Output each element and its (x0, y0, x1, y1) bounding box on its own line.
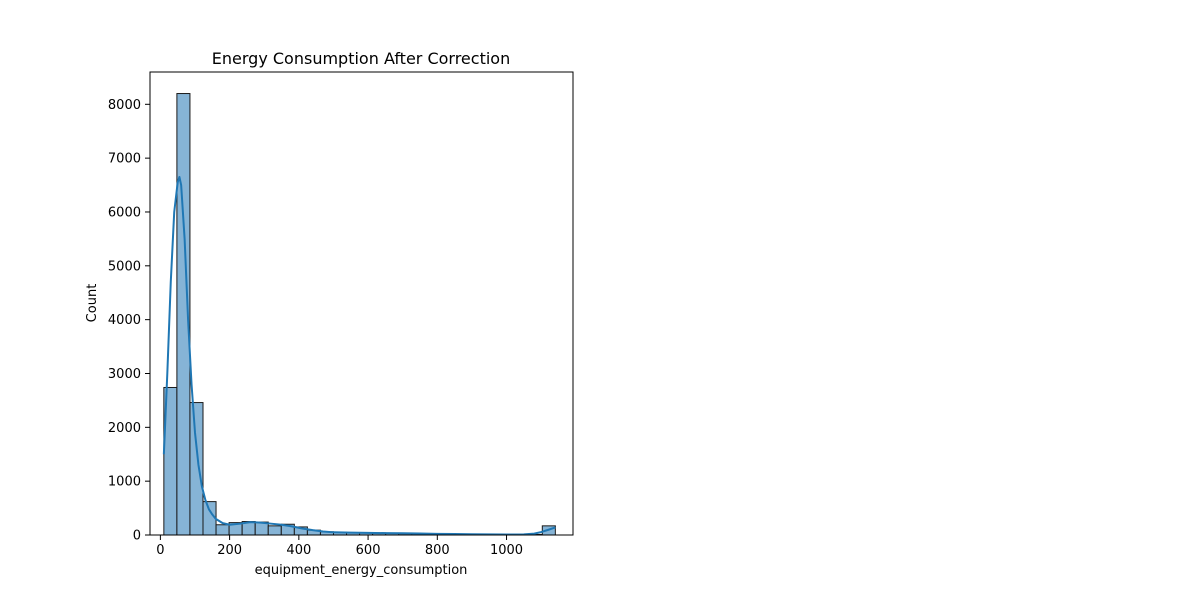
x-tick-label: 1000 (490, 543, 523, 558)
x-axis-label: equipment_energy_consumption (255, 563, 468, 578)
y-tick-label: 6000 (108, 205, 141, 220)
y-tick-label: 5000 (108, 259, 141, 274)
kde-curve (162, 175, 556, 536)
plot-frame (149, 71, 574, 536)
x-tick-label: 200 (217, 543, 242, 558)
histogram-bar (189, 402, 204, 536)
x-tick-label: 400 (286, 543, 311, 558)
x-tick-label: 600 (356, 543, 381, 558)
y-axis-label: Count (85, 284, 100, 323)
y-tick-label: 4000 (108, 313, 141, 328)
y-tick-label: 2000 (108, 421, 141, 436)
y-tick-label: 1000 (108, 475, 141, 490)
y-tick-label: 7000 (108, 152, 141, 167)
x-axis: 0 200 400 600 800 1000 (156, 535, 523, 558)
y-tick-label: 8000 (108, 98, 141, 113)
y-tick-label: 0 (133, 529, 141, 544)
histogram-bar (215, 524, 230, 536)
y-axis: 0 1000 2000 3000 4000 5000 6000 7000 8000 (108, 98, 150, 544)
chart-title: Energy Consumption After Correction (212, 49, 510, 68)
x-tick-label: 0 (156, 543, 164, 558)
x-tick-label: 800 (425, 543, 450, 558)
histogram-bars (163, 93, 556, 536)
histogram-bar (267, 525, 282, 536)
y-tick-label: 3000 (108, 367, 141, 382)
